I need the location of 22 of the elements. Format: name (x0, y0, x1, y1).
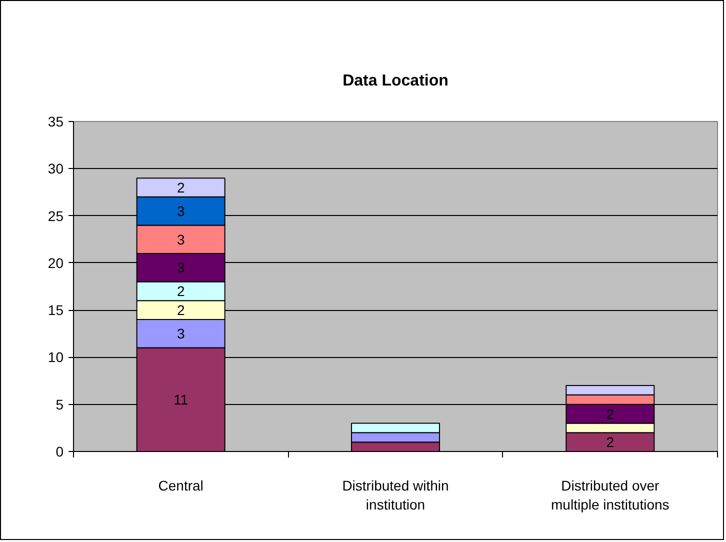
data-label: 3 (176, 231, 185, 248)
x-tick-label: Central (158, 478, 204, 494)
y-tick-label: 5 (56, 396, 64, 412)
y-tick-label: 25 (48, 208, 64, 224)
data-label: 3 (176, 260, 185, 276)
data-label: 2 (176, 283, 185, 300)
y-tick-label: 35 (48, 114, 64, 130)
data-label: 3 (176, 203, 185, 220)
y-tick-label: 15 (48, 302, 64, 318)
data-label: 2 (176, 302, 185, 318)
y-tick-label: 30 (48, 160, 64, 177)
data-label: 3 (176, 326, 185, 342)
x-tick-label: Distributed within institution (342, 478, 449, 513)
data-label: 2 (606, 406, 614, 422)
x-tick-label: Distributed over multiple institutions (551, 478, 670, 513)
chart-title: Data Location (342, 72, 448, 90)
data-label: 2 (176, 180, 185, 196)
data-label: 11 (174, 392, 188, 408)
data-label: 2 (606, 434, 614, 450)
y-tick-label: 10 (48, 349, 64, 366)
y-tick-label: 20 (48, 254, 64, 271)
y-tick-label: 0 (56, 444, 64, 460)
